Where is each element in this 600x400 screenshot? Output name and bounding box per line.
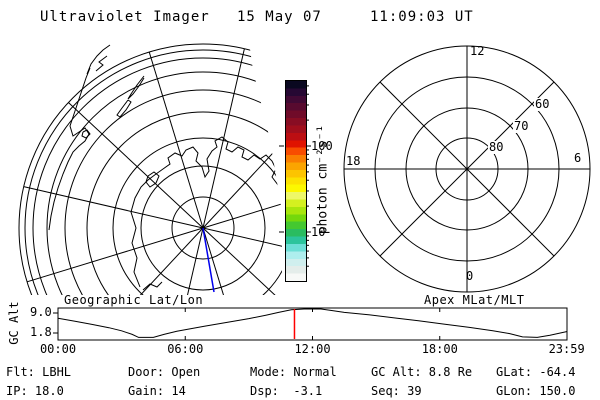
colorbar-axis-label: photon cm⁻²s⁻¹ [315,124,331,235]
mlt-label-12: 12 [470,44,485,58]
instrument-title: Ultraviolet Imager [40,9,210,25]
status-cell-r1c2: Door: Open [128,365,201,379]
status-row-2: IP: 18.0 Gain: 14 Dsp: -3.1 Seq: 39 GLon: 15… [0,384,600,398]
time-label: 11:09:03 UT [370,9,474,25]
geo-map-caption: Geographic Lat/Lon [64,293,204,307]
gcalt-ytick-max: 9.0 [30,305,52,319]
status-cell-r1c3: Mode: Normal [250,365,337,379]
status-cell-r1c4: GC Alt: 8.8 Re [371,365,473,379]
colorbar [285,80,307,282]
gcalt-xtick-00:00: 00:00 [39,342,77,356]
status-cell-r1c1: Flt: LBHL [6,365,72,379]
mlt-label-6: 6 [574,151,582,165]
status-cell-r1c5: GLat: -64.4 [496,365,576,379]
gcalt-xtick-18:00: 18:00 [421,342,458,356]
mlt-label-0: 0 [466,269,474,283]
status-cell-r2c5: GLon: 150.0 [496,384,576,398]
status-row-1: Flt: LBHL Door: Open Mode: Normal GC Alt: 8… [0,365,600,379]
date-label: 15 May 07 [237,9,322,25]
mlat-label-60: 60 [534,97,551,111]
mlt-label-18: 18 [346,154,361,168]
polar-plot-caption: Apex MLat/MLT [424,293,525,307]
gcalt-xtick-06:00: 06:00 [167,342,204,356]
mlat-label-70: 70 [513,119,530,133]
status-cell-r2c1: IP: 18.0 [6,384,64,398]
status-cell-r2c3: Dsp: -3.1 [250,384,323,398]
gcalt-xtick-12:00: 12:00 [294,342,331,356]
mlat-label-80: 80 [488,140,505,154]
gcalt-ytick-min: 1.8 [30,325,52,339]
status-cell-r2c4: Seq: 39 [371,384,422,398]
colorbar-tick-100: 100 [311,139,333,153]
gcalt-xtick-23:59: 23:59 [548,342,585,356]
colorbar-tick-10: 10 [311,225,326,239]
status-cell-r2c2: Gain: 14 [128,384,186,398]
gcalt-axis-title: GC Alt [7,301,21,345]
